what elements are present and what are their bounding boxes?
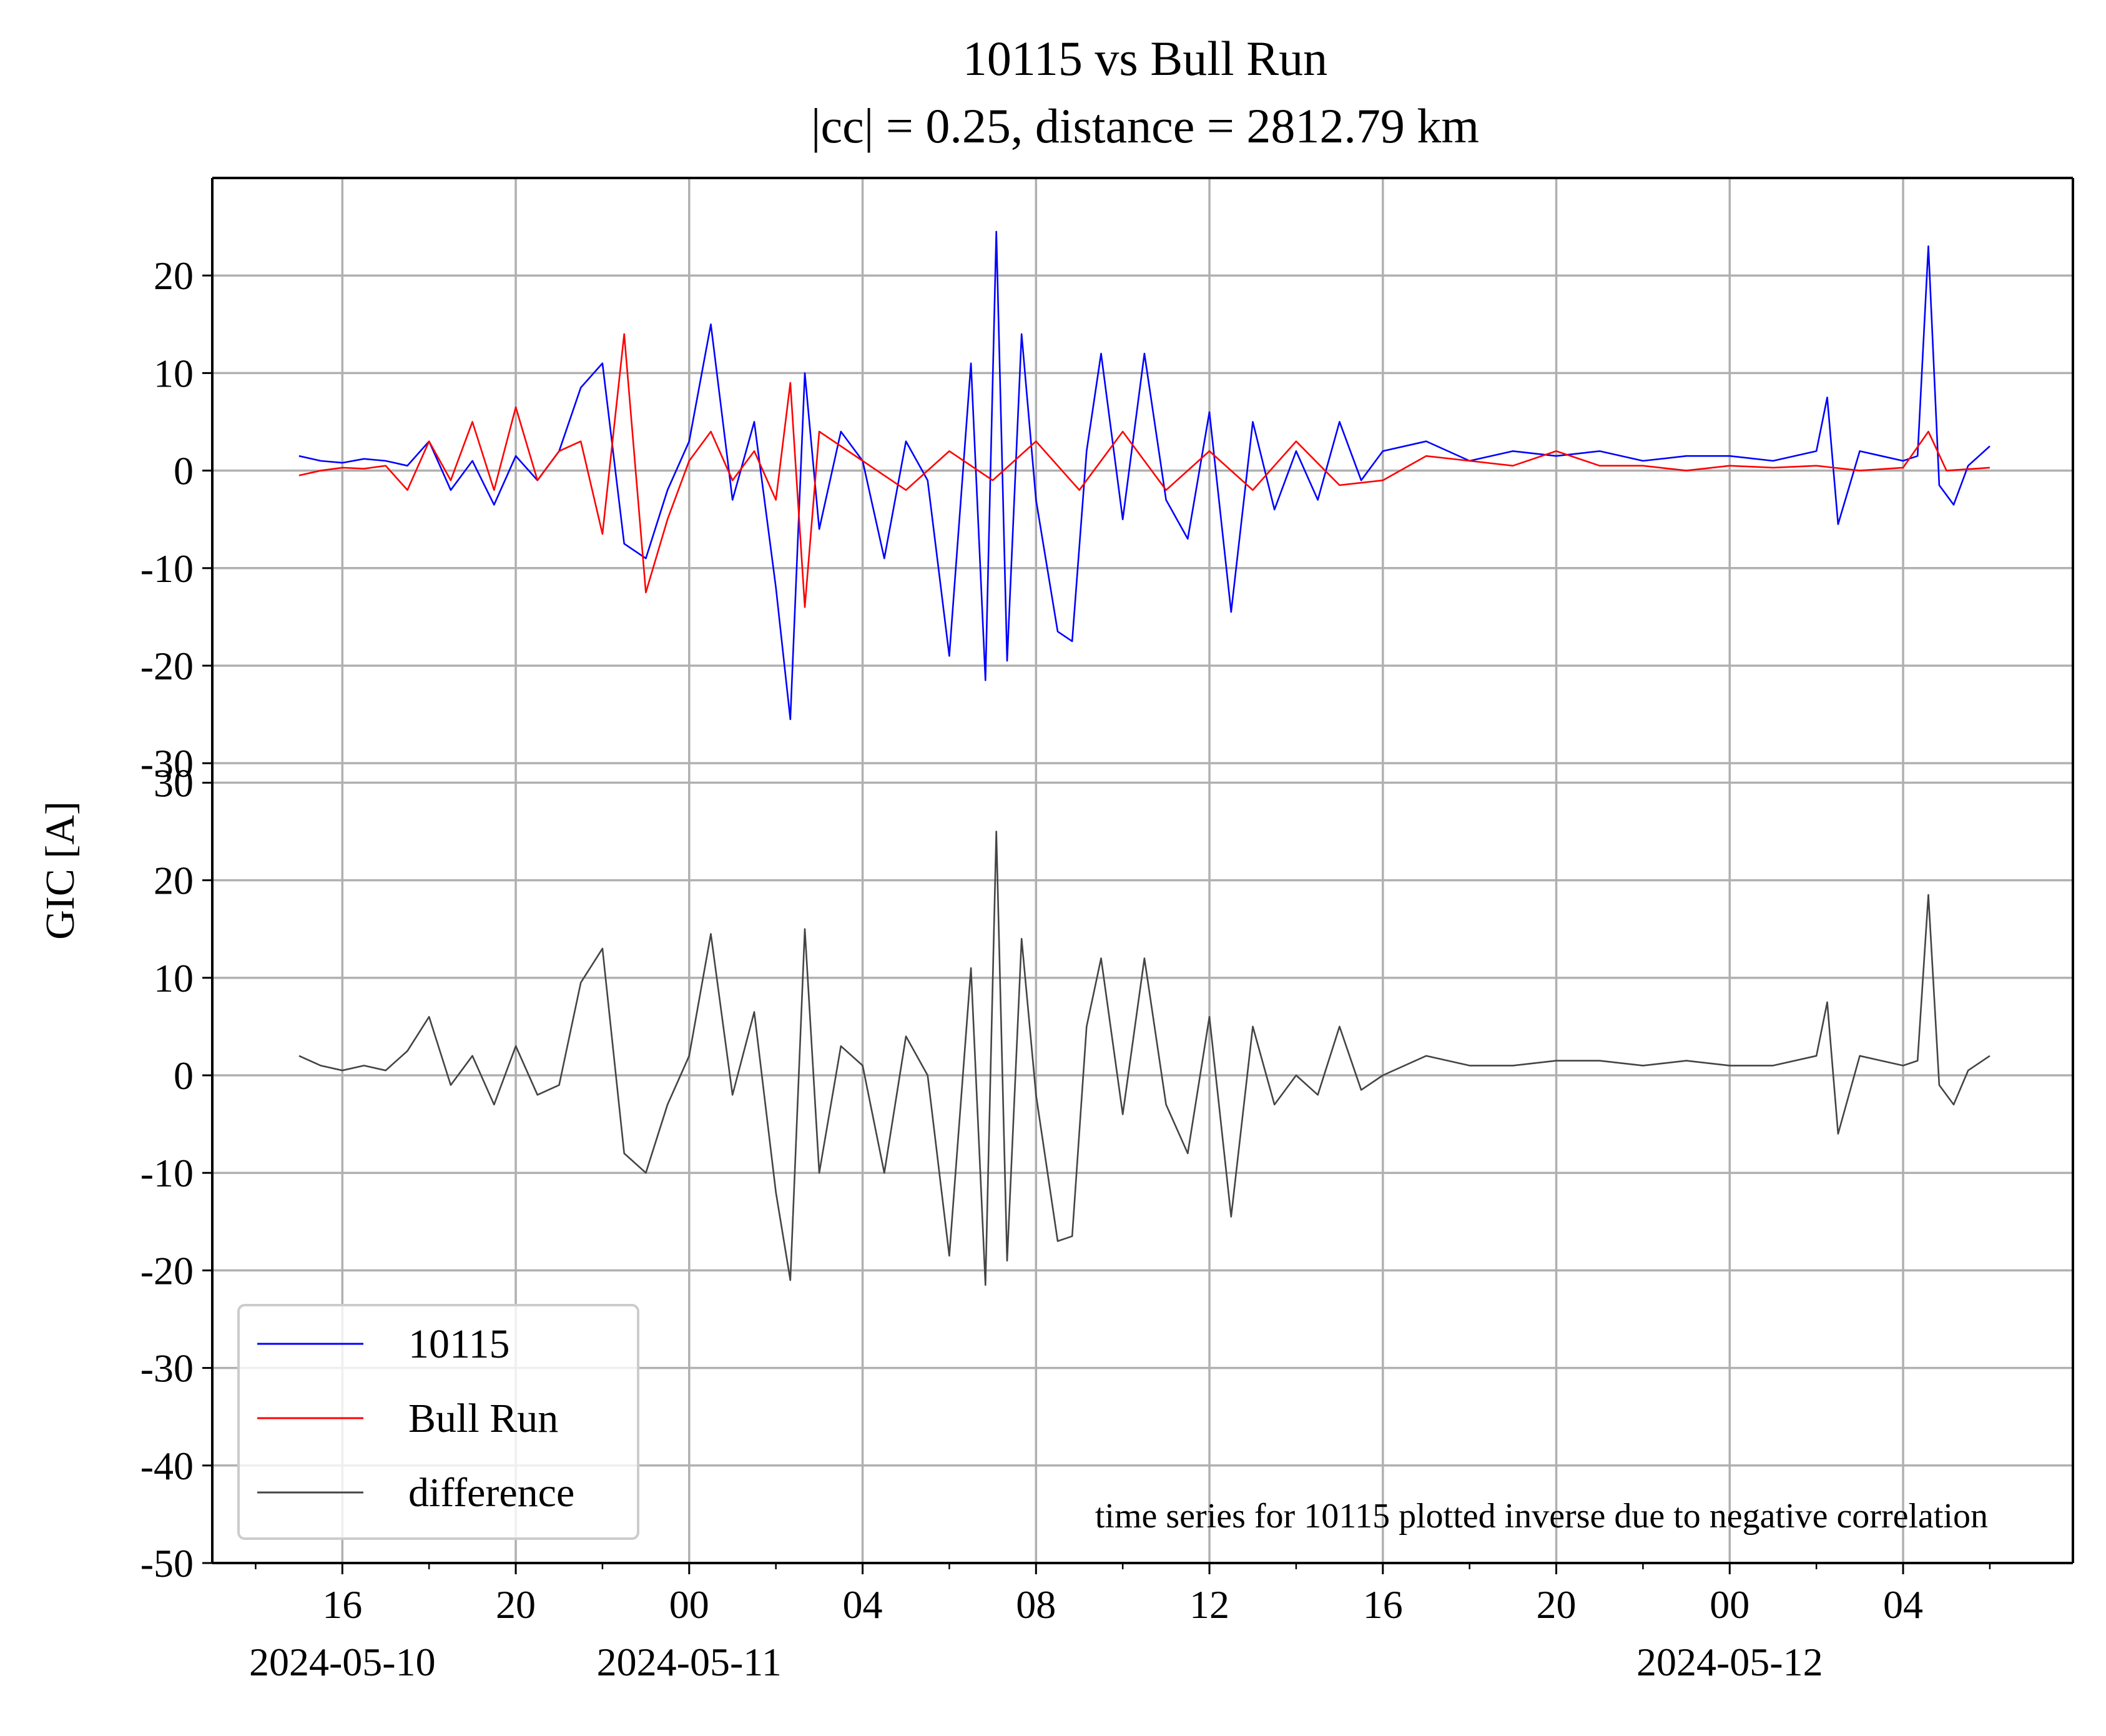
x-tick-label-9: 04 xyxy=(1883,1582,1923,1627)
inverse-note: time series for 10115 plotted inverse du… xyxy=(1095,1497,1988,1536)
bottom-ytick-label-1: -40 xyxy=(140,1444,194,1488)
legend-label-difference: difference xyxy=(408,1470,574,1516)
top-panel: -30 -20 -10 0 10 20 xyxy=(140,178,2073,786)
top-series-10115 xyxy=(298,230,1990,721)
top-ytick-label-3: 0 xyxy=(174,449,194,493)
top-ytick-label-4: 10 xyxy=(154,351,194,395)
bottom-ytick-label-5: 0 xyxy=(174,1053,194,1098)
x-date-label-2: 2024-05-11 xyxy=(597,1640,782,1684)
x-tick-label-0: 16 xyxy=(322,1582,362,1627)
x-axis: 16 2024-05-10 20 00 2024-05-11 04 08 12 16 20 00 20… xyxy=(211,177,2074,1684)
x-date-label-8: 2024-05-12 xyxy=(1636,1640,1823,1684)
legend-box xyxy=(237,1304,639,1540)
x-tick-label-8: 00 xyxy=(1710,1582,1749,1627)
x-tick-label-3: 04 xyxy=(843,1582,883,1627)
chart-subtitle: |cc| = 0.25, distance = 2812.79 km xyxy=(811,99,1479,153)
top-ytick-label-1: -20 xyxy=(140,644,194,688)
x-tick-label-7: 20 xyxy=(1537,1582,1577,1627)
x-tick-label-4: 08 xyxy=(1016,1582,1056,1627)
bottom-ytick-label-6: 10 xyxy=(154,956,194,1000)
x-tick-label-2: 00 xyxy=(669,1582,709,1627)
bottom-ytick-label-2: -30 xyxy=(140,1346,194,1391)
chart-title: 10115 vs Bull Run xyxy=(963,31,1327,86)
bottom-series-difference xyxy=(298,831,1990,1286)
legend-label-10115: 10115 xyxy=(408,1321,510,1367)
bottom-ytick-label-8: 30 xyxy=(154,761,194,805)
legend-label-bull-run: Bull Run xyxy=(408,1396,558,1441)
bottom-ytick-label-7: 20 xyxy=(154,859,194,903)
top-ytick-label-5: 20 xyxy=(154,254,194,298)
x-date-label-0: 2024-05-10 xyxy=(249,1640,436,1684)
x-tick-label-5: 12 xyxy=(1189,1582,1229,1627)
y-axis-label: GIC [A] xyxy=(37,801,83,940)
top-series-bull-run xyxy=(298,333,1990,608)
x-tick-label-6: 16 xyxy=(1363,1582,1403,1627)
bottom-ytick-label-0: -50 xyxy=(140,1541,194,1586)
bottom-ytick-label-3: -20 xyxy=(140,1248,194,1293)
legend: 10115 Bull Run difference xyxy=(237,1304,639,1540)
x-tick-label-1: 20 xyxy=(496,1582,536,1627)
top-ytick-label-2: -10 xyxy=(140,546,194,591)
bottom-ytick-label-4: -10 xyxy=(140,1151,194,1195)
top-ytick-label-0: -30 xyxy=(140,741,194,786)
